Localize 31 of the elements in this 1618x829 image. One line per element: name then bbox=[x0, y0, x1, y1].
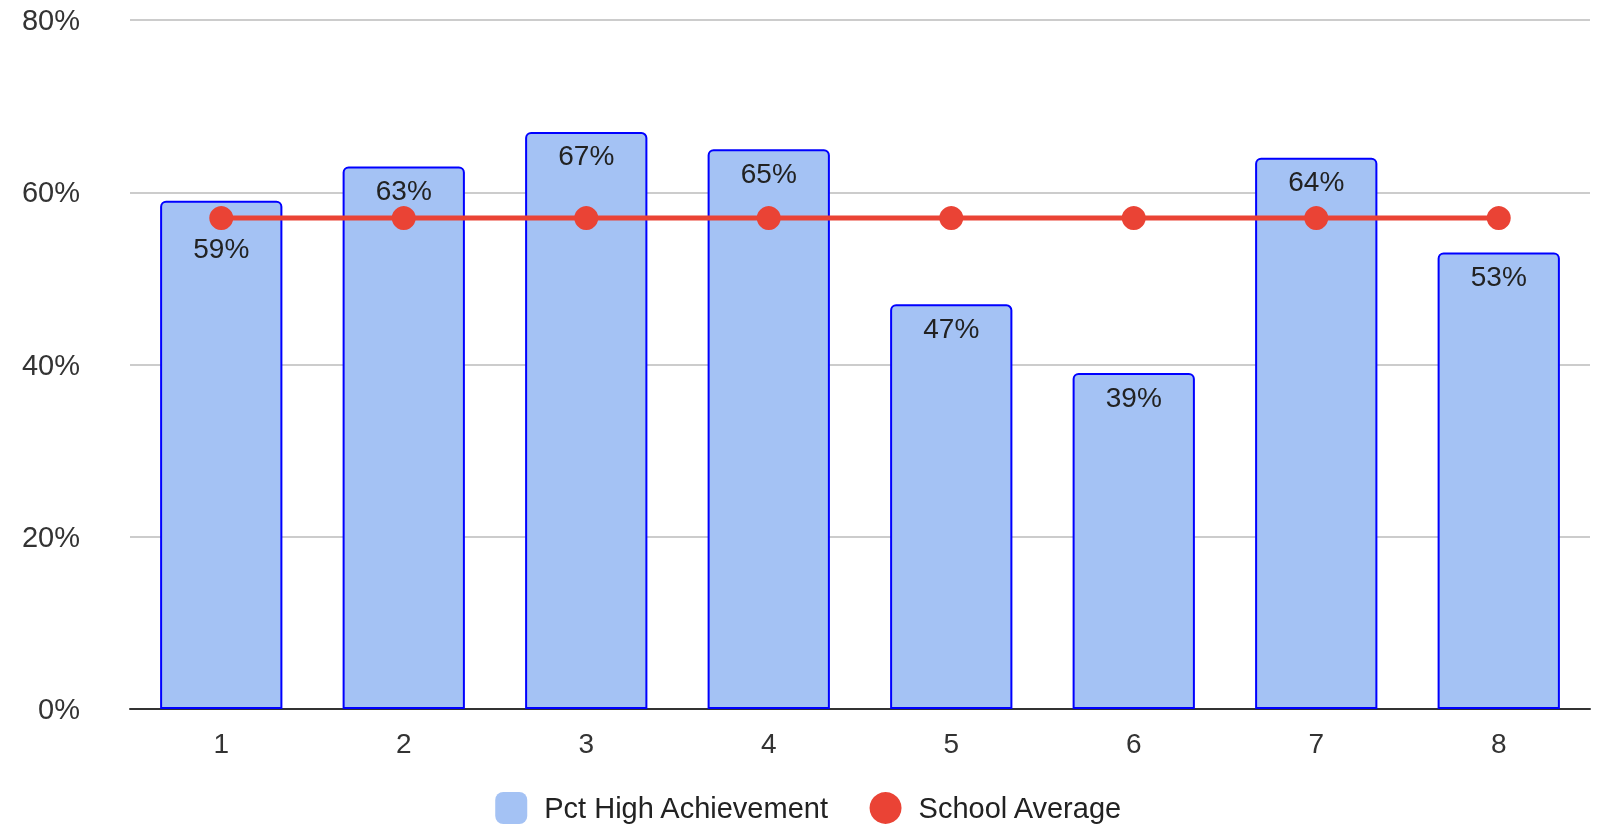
x-tick-label: 8 bbox=[1490, 727, 1507, 759]
data-label: 53% bbox=[1470, 261, 1527, 293]
data-label: 63% bbox=[375, 174, 432, 206]
legend-label: School Average bbox=[918, 792, 1122, 824]
bar bbox=[1255, 157, 1378, 709]
bar bbox=[525, 131, 648, 709]
x-tick-label: 4 bbox=[760, 727, 777, 759]
y-tick-label: 20% bbox=[21, 520, 80, 553]
data-label: 47% bbox=[923, 312, 980, 344]
data-label: 65% bbox=[740, 157, 797, 189]
legend-label: Pct High Achievement bbox=[544, 792, 828, 824]
y-tick-label: 40% bbox=[21, 348, 80, 381]
data-label: 64% bbox=[1288, 166, 1345, 198]
x-tick-label: 3 bbox=[578, 727, 595, 759]
x-tick-label: 2 bbox=[395, 727, 412, 759]
y-tick-label: 60% bbox=[21, 176, 80, 209]
y-tick-label: 80% bbox=[21, 4, 80, 36]
bar bbox=[1072, 373, 1195, 709]
x-tick-label: 6 bbox=[1125, 727, 1142, 759]
x-tick-label: 1 bbox=[213, 727, 230, 759]
data-label: 67% bbox=[558, 140, 615, 172]
bar bbox=[160, 200, 283, 709]
data-label: 59% bbox=[193, 232, 250, 264]
x-tick-label: 7 bbox=[1308, 727, 1325, 759]
bar bbox=[707, 149, 830, 709]
data-label: 39% bbox=[1105, 381, 1162, 413]
bar bbox=[1437, 252, 1560, 709]
bar bbox=[890, 304, 1013, 709]
x-tick-label: 5 bbox=[943, 727, 960, 759]
bar bbox=[342, 166, 465, 709]
y-tick-label: 0% bbox=[38, 693, 80, 725]
